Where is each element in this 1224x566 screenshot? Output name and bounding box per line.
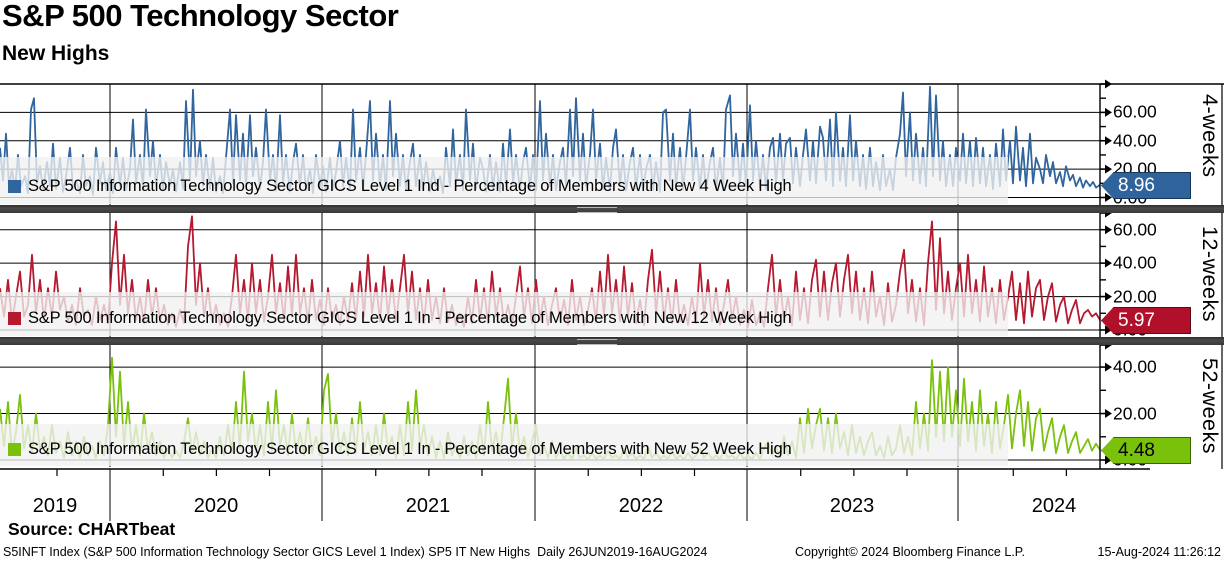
legend-marker-52w-icon — [8, 442, 21, 456]
last-value-badge-12w: 5.97 — [1101, 307, 1191, 334]
y-tick-label: 20.00 — [1113, 286, 1157, 307]
y-tick-label: 60.00 — [1113, 101, 1157, 122]
panel-12w-legend: S&P 500 Information Technology Sector GI… — [8, 308, 792, 328]
panel-4w-legend: S&P 500 Information Technology Sector GI… — [8, 176, 792, 196]
axis-label-52-weeks: 52-weeks — [1198, 358, 1222, 455]
y-tick-label: 40.00 — [1113, 252, 1157, 273]
y-tick-label: 40.00 — [1113, 130, 1157, 151]
y-tick-label: 60.00 — [1113, 219, 1157, 240]
panel-divider-grip-icon[interactable] — [577, 339, 617, 345]
chart-subtitle: New Highs — [2, 42, 110, 65]
footer-timestamp: 15-Aug-2024 11:26:12 — [1097, 545, 1221, 559]
legend-marker-4w-icon — [8, 179, 21, 193]
y-tick-label: 40.00 — [1113, 356, 1157, 377]
panel-divider-grip-icon[interactable] — [577, 207, 617, 213]
x-tick-year-2022: 2022 — [618, 495, 664, 517]
legend-label-52w: S&P 500 Information Technology Sector GI… — [28, 439, 792, 458]
y-tick-label: 20.00 — [1113, 403, 1157, 424]
footer-ticker-description: S5INFT Index (S&P 500 Information Techno… — [3, 545, 708, 559]
panel-divider-2[interactable] — [0, 337, 1224, 345]
axis-label-4-weeks: 4-weeks — [1198, 94, 1222, 178]
x-tick-year-2020: 2020 — [193, 495, 239, 517]
chart-title: S&P 500 Technology Sector — [2, 0, 399, 33]
x-tick-year-2023: 2023 — [829, 495, 875, 517]
last-value-badge-52w: 4.48 — [1101, 437, 1191, 464]
x-tick-year-2024: 2024 — [1031, 495, 1077, 517]
footer-copyright: Copyright© 2024 Bloomberg Finance L.P. — [795, 545, 1025, 559]
x-tick-year-2021: 2021 — [405, 495, 451, 517]
legend-marker-12w-icon — [8, 311, 21, 325]
legend-label-4w: S&P 500 Information Technology Sector GI… — [28, 176, 792, 195]
source-line: Source: CHARTbeat — [8, 519, 176, 539]
panel-52w-legend: S&P 500 Information Technology Sector GI… — [8, 439, 792, 459]
legend-label-12w: S&P 500 Information Technology Sector GI… — [28, 308, 792, 327]
last-value-badge-4w: 8.96 — [1101, 172, 1191, 199]
x-tick-year-2019: 2019 — [32, 495, 78, 517]
axis-label-12-weeks: 12-weeks — [1198, 226, 1222, 323]
panel-divider-1[interactable] — [0, 205, 1224, 213]
